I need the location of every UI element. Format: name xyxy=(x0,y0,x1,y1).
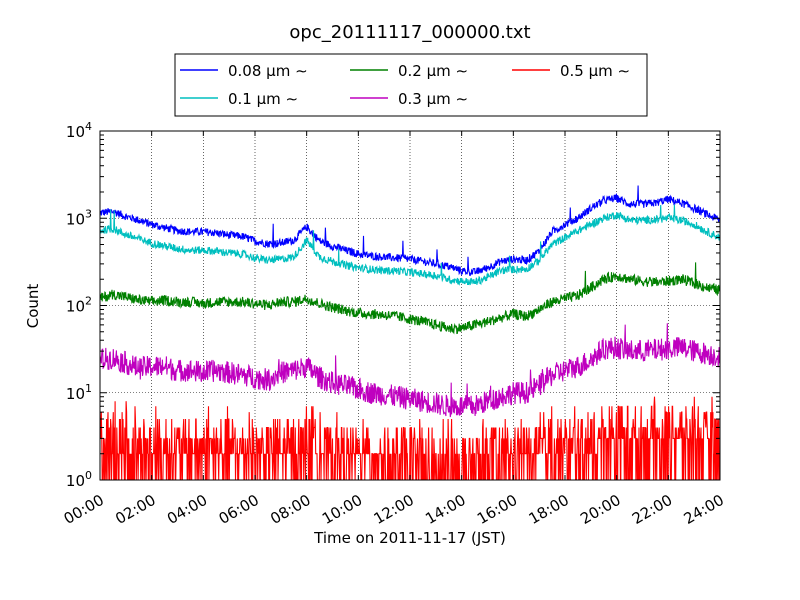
series-line-0.3 xyxy=(100,323,720,418)
legend-label: 0.2 μm ∼ xyxy=(398,62,468,80)
legend-box xyxy=(174,53,648,117)
y-tick-label: 100 xyxy=(66,469,92,490)
y-tick-labels: 100 101 102 103 104 xyxy=(66,120,92,490)
y-tick-label: 102 xyxy=(66,295,92,316)
series-line-0.08 xyxy=(100,185,720,277)
plot-area xyxy=(99,130,721,481)
legend-label: 0.5 μm ∼ xyxy=(560,62,630,80)
legend-label: 0.1 μm ∼ xyxy=(228,90,298,108)
legend-label: 0.08 μm ∼ xyxy=(228,62,308,80)
series-layer xyxy=(100,185,720,480)
chart-title: opc_20111117_000000.txt xyxy=(289,22,530,43)
y-tick-label: 101 xyxy=(66,382,92,403)
series-line-0.5 xyxy=(100,396,720,480)
series-line-0.2 xyxy=(100,262,720,335)
y-axis-label: Count xyxy=(24,284,42,329)
series-line-0.1 xyxy=(100,204,720,286)
legend: 0.08 μm ∼ 0.1 μm ∼ 0.2 μm ∼ 0.3 μm ∼ 0.5 μm … xyxy=(174,53,648,117)
x-axis-label: Time on 2011-11-17 (JST) xyxy=(313,529,506,547)
ticks xyxy=(99,130,721,481)
y-tick-label: 103 xyxy=(66,207,92,228)
y-tick-label: 104 xyxy=(66,120,92,141)
legend-label: 0.3 μm ∼ xyxy=(398,90,468,108)
